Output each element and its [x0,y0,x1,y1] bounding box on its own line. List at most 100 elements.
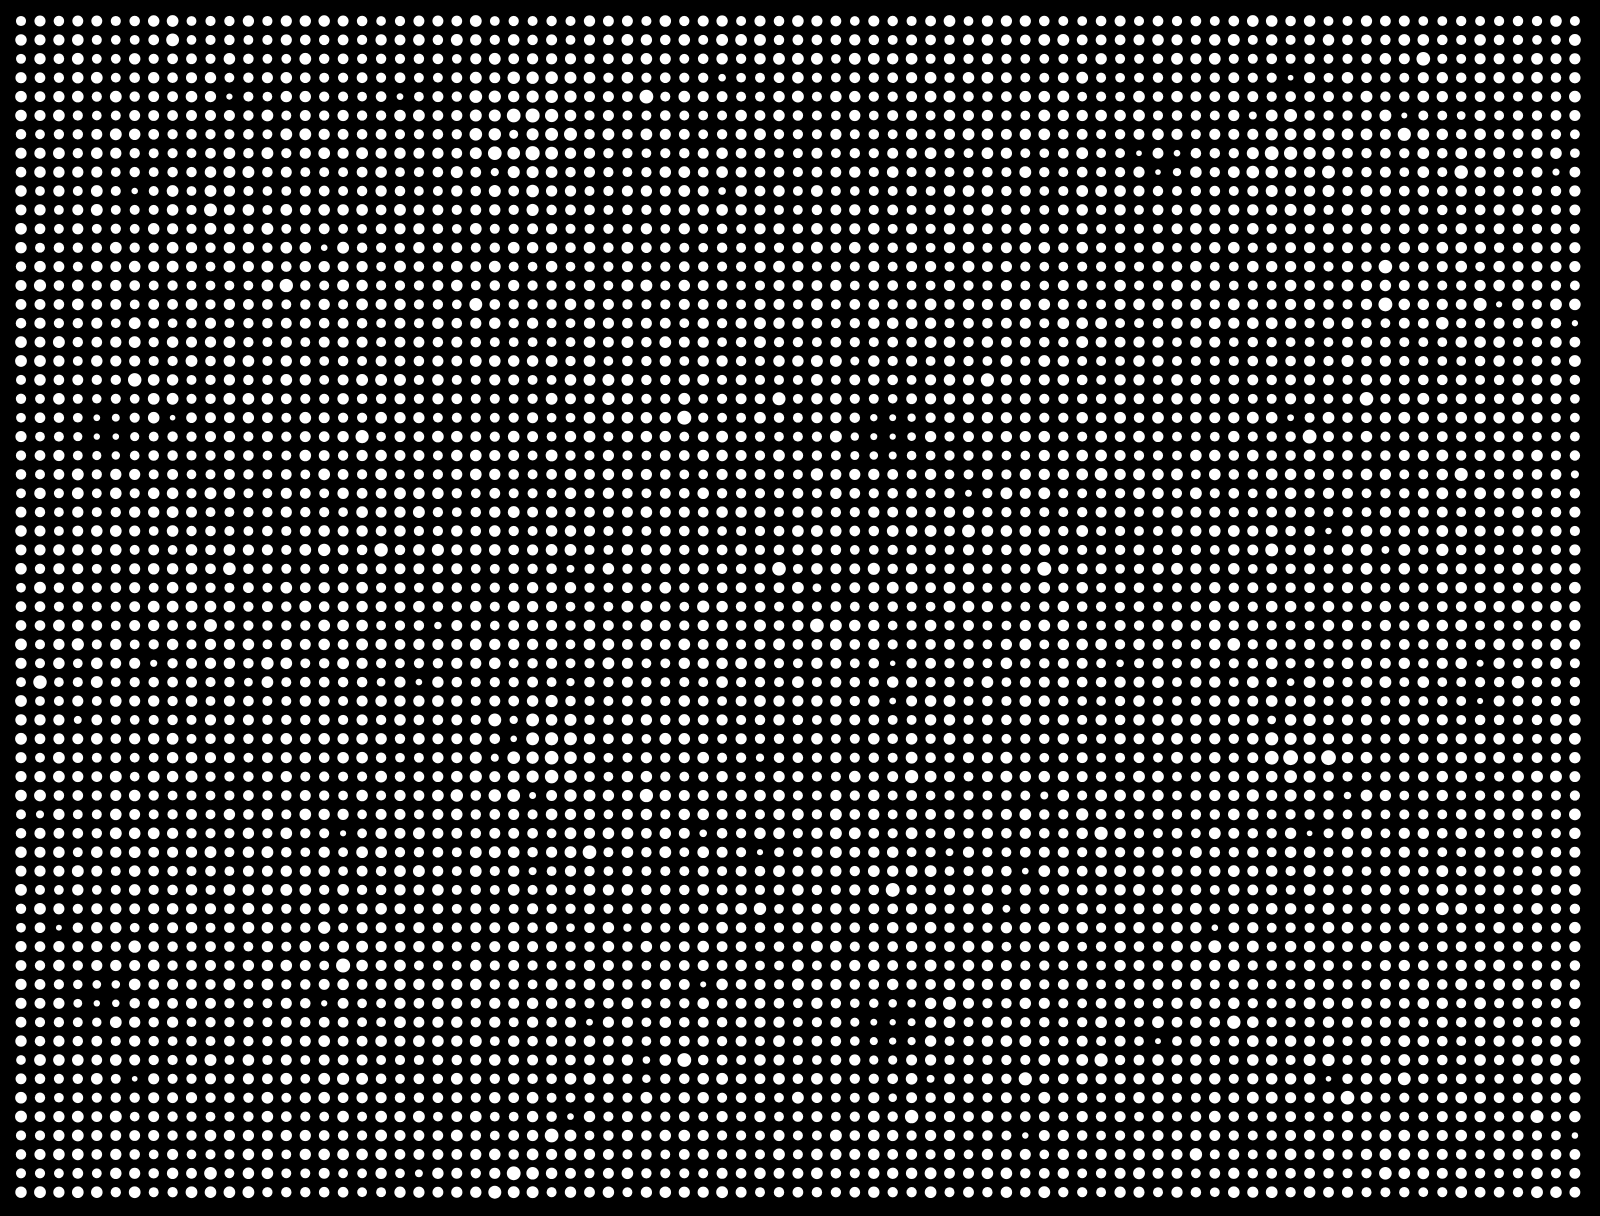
halftone-dot [451,903,462,914]
halftone-dot [1096,148,1107,159]
halftone-dot [773,223,785,235]
halftone-dot [907,1037,916,1046]
halftone-dot [166,827,179,839]
halftone-dot [1379,355,1391,367]
halftone-dot [356,298,368,311]
halftone-dot [1418,544,1429,555]
halftone-dot [1285,809,1296,820]
halftone-dot [1228,90,1240,103]
halftone-dot [1493,431,1505,443]
halftone-dot [1569,16,1580,26]
halftone-dot [205,431,216,443]
halftone-dot [716,15,728,27]
halftone-dot [508,337,519,347]
halftone-dot [1512,525,1524,537]
halftone-dot [1304,110,1315,121]
halftone-dot [1323,978,1334,990]
halftone-dot [506,108,521,123]
halftone-dot [91,1129,103,1142]
halftone-dot [1569,298,1581,311]
halftone-dot [148,619,160,632]
halftone-dot [1076,1092,1088,1103]
halftone-dot [262,129,273,140]
halftone-dot [1266,506,1278,518]
halftone-dot [1455,657,1467,670]
halftone-dot [72,393,83,404]
halftone-dot [1152,1129,1164,1142]
halftone-dot [1172,696,1182,706]
halftone-dot [889,697,897,705]
halftone-dot [1304,488,1315,499]
halftone-dot [356,393,368,405]
halftone-dot [641,450,652,461]
halftone-dot [185,1092,198,1104]
halftone-dot [641,903,652,914]
halftone-dot [792,563,803,574]
halftone-dot [924,525,937,537]
halftone-dot [299,695,311,707]
halftone-dot [356,751,368,764]
halftone-dot [831,1111,841,1122]
halftone-dot [773,865,785,877]
halftone-dot [1209,1054,1221,1066]
halftone-dot [754,827,766,840]
halftone-dot [869,1037,878,1046]
halftone-dot [1398,979,1410,990]
halftone-dot [621,374,634,386]
halftone-dot [962,393,975,405]
halftone-dot [830,998,842,1009]
halftone-dot [1076,1111,1088,1123]
halftone-dot [15,185,27,197]
halftone-dot [148,204,159,215]
halftone-dot [1531,506,1543,518]
halftone-dot [242,544,254,556]
halftone-dot [868,337,879,348]
halftone-dot [394,15,406,27]
halftone-dot [376,431,386,442]
halftone-dot [1095,15,1107,27]
halftone-dot [205,242,216,253]
halftone-dot [1114,865,1126,877]
halftone-dot [1381,545,1390,554]
halftone-dot [527,979,538,990]
halftone-dot [925,847,936,858]
halftone-dot [432,827,444,839]
halftone-dot [1020,53,1031,64]
halftone-dot [1360,298,1373,311]
halftone-dot [1211,924,1219,931]
halftone-dot [1417,619,1430,632]
halftone-dot [639,788,654,803]
halftone-dot [110,487,122,500]
halftone-dot [1076,1054,1089,1066]
halftone-dot [1266,299,1277,310]
halftone-dot [72,581,84,594]
halftone-dot [91,280,102,291]
halftone-dot [1512,185,1524,197]
halftone-dot [34,1017,46,1028]
halftone-dot [1304,582,1315,594]
halftone-dot [1474,128,1486,141]
halftone-dot [1531,676,1543,688]
halftone-dot [1152,185,1164,197]
halftone-dot [1569,185,1581,197]
halftone-dot [679,318,690,329]
halftone-dot [887,280,899,291]
halftone-dot [1341,695,1354,707]
halftone-dot [489,601,500,612]
halftone-dot [34,639,46,650]
halftone-dot [1303,1054,1316,1066]
halftone-dot [1133,714,1145,726]
halftone-dot [792,469,803,480]
halftone-dot [148,1054,159,1066]
halftone-dot [546,790,558,801]
halftone-dot [1417,166,1430,178]
halftone-dot [1342,412,1353,423]
halftone-dot [527,846,538,858]
halftone-dot [1133,1073,1145,1085]
halftone-dot [925,412,936,423]
halftone-dot [1114,789,1126,802]
halftone-dot [811,733,823,745]
halftone-dot [15,355,27,367]
halftone-dot [1266,884,1278,896]
